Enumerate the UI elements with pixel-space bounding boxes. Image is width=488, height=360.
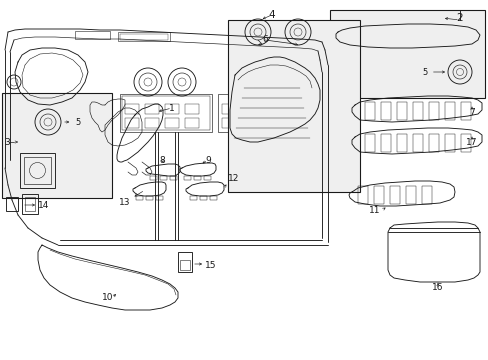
Bar [20,153,55,188]
Text: 16: 16 [431,284,443,292]
Bar [6,197,18,211]
Bar [222,118,234,128]
Bar [253,104,265,114]
Bar [218,94,272,132]
Bar [227,20,359,192]
Bar [389,186,399,204]
Bar [396,102,406,120]
Text: 4: 4 [268,10,275,20]
Bar [156,196,163,200]
Bar [170,176,177,180]
Bar [238,118,249,128]
Bar [120,34,168,40]
Bar [118,32,170,41]
Bar [209,196,217,200]
Bar [380,102,390,120]
Bar [24,157,51,184]
Bar [380,134,390,152]
Bar [145,104,159,114]
Bar [136,196,142,200]
Text: 1: 1 [169,104,175,112]
Text: 9: 9 [204,156,210,165]
Bar [146,196,153,200]
Bar [184,118,199,128]
Bar [428,102,438,120]
Bar [160,176,167,180]
Text: 11: 11 [368,206,380,215]
Bar [22,194,38,214]
Bar [120,94,212,132]
Bar [460,102,470,120]
Bar [145,118,159,128]
Text: 10: 10 [102,293,114,302]
Bar [200,196,206,200]
Text: 2: 2 [456,13,462,23]
Bar [364,134,374,152]
Bar [125,104,139,114]
Bar [2,93,112,198]
Bar [412,134,422,152]
Bar [164,104,179,114]
Text: 6: 6 [262,36,267,45]
Bar [222,104,234,114]
Text: 5: 5 [422,68,444,77]
Bar [412,102,422,120]
Bar [203,176,210,180]
Text: 8: 8 [159,156,164,165]
Bar [329,10,484,98]
Bar [183,176,191,180]
Text: 17: 17 [465,138,477,147]
Bar [150,176,157,180]
Bar [238,104,249,114]
Bar [194,176,201,180]
Bar [421,186,431,204]
Bar [125,118,139,128]
Text: 12: 12 [227,174,239,183]
Bar [444,134,454,152]
Bar [253,118,265,128]
Text: 3: 3 [4,138,10,147]
Bar [444,102,454,120]
Text: 7: 7 [468,108,474,117]
Bar [460,134,470,152]
Bar [405,186,415,204]
Text: 15: 15 [204,261,216,270]
Bar [373,186,383,204]
Text: 13: 13 [119,198,130,207]
Bar [178,252,192,272]
Bar [428,134,438,152]
Text: 14: 14 [38,201,49,210]
Bar [164,118,179,128]
Bar [396,134,406,152]
Bar [357,186,367,204]
Text: 5: 5 [64,117,80,126]
Bar [75,31,110,39]
Bar [180,260,190,270]
Bar [184,104,199,114]
Bar [190,196,197,200]
Bar [364,102,374,120]
Bar [122,96,209,130]
Bar [25,197,35,211]
